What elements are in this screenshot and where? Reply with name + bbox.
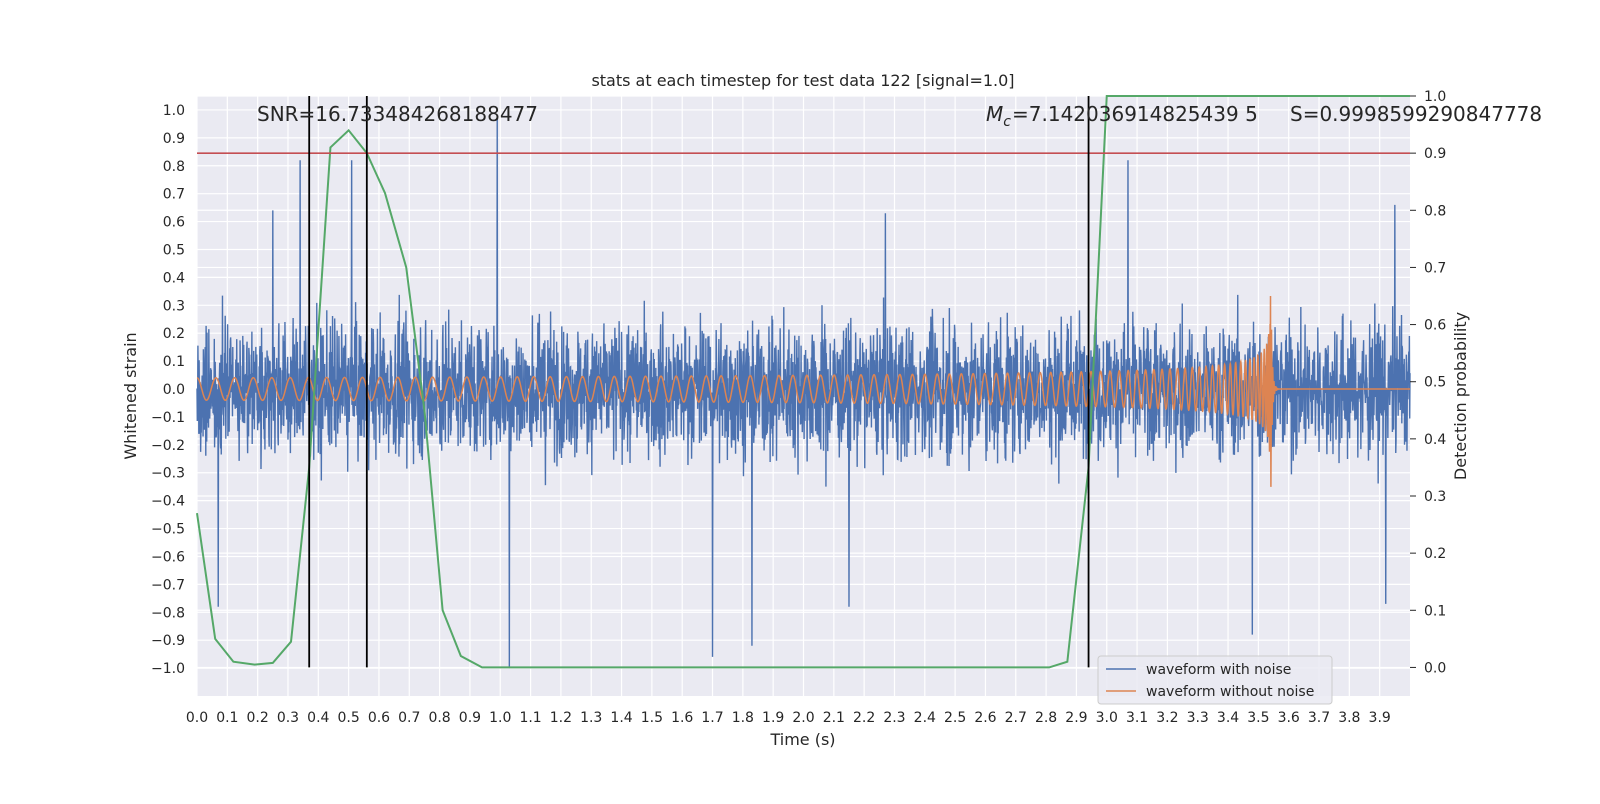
x-tick-label: 0.1: [216, 710, 238, 726]
legend-label-noise: waveform with noise: [1146, 662, 1291, 678]
legend-box: [1097, 655, 1333, 705]
y-tick-label: −0.8: [151, 605, 185, 621]
y-tick-label: −1.0: [151, 661, 185, 677]
y-right-tick-label: 0.0: [1424, 660, 1446, 676]
x-tick-label: 3.6: [1278, 710, 1300, 726]
x-tick-label: 2.1: [823, 710, 845, 726]
x-tick-label: 3.3: [1187, 710, 1209, 726]
y-right-tick-label: 0.4: [1424, 432, 1446, 448]
y-right-axis-label: Detection probability: [1451, 312, 1470, 480]
x-tick-label: 0.3: [277, 710, 299, 726]
x-tick-label: 2.2: [853, 710, 875, 726]
x-tick-label: 2.8: [1035, 710, 1057, 726]
x-tick-label: 0.7: [398, 710, 420, 726]
x-tick-label: 0.9: [459, 710, 481, 726]
x-tick-label: 2.6: [974, 710, 996, 726]
y-tick-label: 1.0: [163, 103, 185, 119]
x-tick-label: 2.7: [1005, 710, 1027, 726]
tick-layer: 0.0 0.1 0.2 0.3 0.4 0.5 0.6 0.7 0.8 0.9 1.0 1.1 1.2 1…: [151, 89, 1446, 726]
y-tick-label: 0.4: [163, 270, 185, 286]
x-tick-label: 0.2: [247, 710, 269, 726]
series-layer: [196, 95, 1411, 669]
y-right-tick-label: 0.5: [1424, 375, 1446, 391]
x-tick-label: 1.8: [732, 710, 754, 726]
y-right-tick-label: 0.9: [1424, 146, 1446, 162]
y-tick-label: 0.7: [163, 187, 185, 203]
legend-label-clean: waveform without noise: [1146, 684, 1314, 700]
x-tick-label: 3.4: [1217, 710, 1239, 726]
y-tick-label: 0.6: [163, 215, 185, 231]
y-tick-label: −0.3: [151, 466, 185, 482]
x-tick-label: 1.3: [580, 710, 602, 726]
y-tick-label: 0.9: [163, 131, 185, 147]
x-tick-label: 3.8: [1338, 710, 1360, 726]
x-tick-label: 0.8: [428, 710, 450, 726]
x-tick-label: 1.9: [762, 710, 784, 726]
detection-probability-line: [196, 95, 1410, 669]
y-right-tick-label: 0.8: [1424, 203, 1446, 219]
y-tick-label: 0.5: [163, 242, 185, 258]
y-tick-label: −0.5: [151, 522, 185, 538]
y-right-tick-label: 0.3: [1424, 489, 1446, 505]
y-tick-label: 0.3: [163, 298, 185, 314]
y-tick-label: 0.2: [163, 326, 185, 342]
y-tick-label: −0.6: [151, 549, 185, 565]
y-axis-label: Whitened strain: [121, 332, 140, 459]
y-tick-label: −0.1: [151, 410, 185, 426]
x-tick-label: 1.6: [671, 710, 693, 726]
overlay-layer: [197, 96, 1410, 668]
y-tick-label: −0.2: [151, 438, 185, 454]
x-tick-label: 3.1: [1126, 710, 1148, 726]
y-right-tick-label: 1.0: [1424, 89, 1446, 105]
x-tick-label: 1.5: [641, 710, 663, 726]
s-annotation: S=0.9998599290847778: [1290, 102, 1542, 126]
legend: waveform with noise waveform without noi…: [1097, 655, 1333, 705]
chirp-mass-value: =7.142036914825439 5: [1012, 102, 1258, 126]
x-axis-label: Time (s): [769, 730, 835, 749]
x-tick-label: 1.1: [519, 710, 541, 726]
x-tick-label: 2.4: [914, 710, 936, 726]
x-tick-label: 1.7: [701, 710, 723, 726]
x-tick-label: 2.9: [1065, 710, 1087, 726]
snr-annotation: SNR=16.733484268188477: [257, 102, 538, 126]
x-tick-label: 2.3: [883, 710, 905, 726]
x-tick-label: 1.0: [489, 710, 511, 726]
chirp-mass-annotation: Mc =7.142036914825439 5: [986, 102, 1258, 130]
y-right-tick-label: 0.1: [1424, 603, 1446, 619]
y-right-tick-label: 0.6: [1424, 318, 1446, 334]
x-tick-label: 3.9: [1369, 710, 1391, 726]
x-tick-label: 0.0: [186, 710, 208, 726]
x-tick-label: 3.2: [1156, 710, 1178, 726]
x-tick-label: 0.5: [337, 710, 359, 726]
y-tick-label: −0.9: [151, 633, 185, 649]
x-tick-label: 0.4: [307, 710, 329, 726]
y-tick-label: −0.7: [151, 577, 185, 593]
x-tick-label: 3.7: [1308, 710, 1330, 726]
y-tick-label: 0.8: [163, 159, 185, 175]
clean-waveform-line: [196, 295, 1410, 487]
x-tick-label: 3.0: [1096, 710, 1118, 726]
chart-title: stats at each timestep for test data 122…: [591, 71, 1014, 90]
y-tick-label: 0.1: [163, 354, 185, 370]
y-right-tick-label: 0.2: [1424, 546, 1446, 562]
x-tick-label: 3.5: [1247, 710, 1269, 726]
x-tick-label: 2.5: [944, 710, 966, 726]
x-tick-label: 1.4: [610, 710, 632, 726]
x-tick-label: 2.0: [792, 710, 814, 726]
y-tick-label: −0.4: [151, 494, 185, 510]
x-tick-label: 1.2: [550, 710, 572, 726]
y-tick-label: 0.0: [163, 382, 185, 398]
y-right-tick-label: 0.7: [1424, 260, 1446, 276]
x-tick-label: 0.6: [368, 710, 390, 726]
